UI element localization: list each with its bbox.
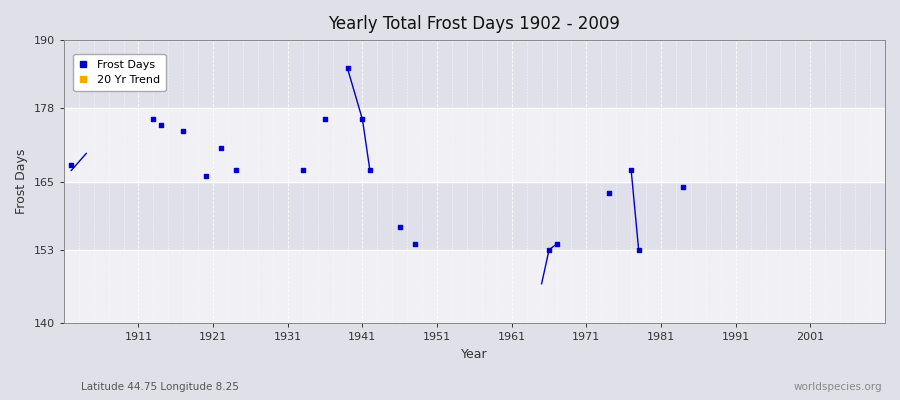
Text: Latitude 44.75 Longitude 8.25: Latitude 44.75 Longitude 8.25 — [81, 382, 239, 392]
Point — [632, 246, 646, 253]
Point — [154, 122, 168, 128]
Point — [549, 241, 563, 247]
Point — [601, 190, 616, 196]
Legend: Frost Days, 20 Yr Trend: Frost Days, 20 Yr Trend — [74, 54, 166, 91]
Bar — [64, 182, 885, 250]
Point — [116, 71, 130, 77]
Point — [676, 184, 690, 191]
Point — [176, 128, 191, 134]
Y-axis label: Frost Days: Frost Days — [15, 149, 28, 214]
Point — [64, 162, 78, 168]
Title: Yearly Total Frost Days 1902 - 2009: Yearly Total Frost Days 1902 - 2009 — [328, 15, 620, 33]
Bar — [64, 250, 885, 324]
Point — [146, 116, 160, 123]
Bar — [64, 40, 885, 108]
Text: worldspecies.org: worldspecies.org — [794, 382, 882, 392]
Point — [392, 224, 407, 230]
Point — [318, 116, 332, 123]
X-axis label: Year: Year — [461, 348, 488, 361]
Point — [624, 167, 638, 174]
Bar — [64, 108, 885, 182]
Point — [356, 116, 370, 123]
Point — [295, 167, 310, 174]
Point — [199, 173, 213, 179]
Point — [213, 144, 228, 151]
Point — [408, 241, 422, 247]
Point — [340, 65, 355, 72]
Point — [363, 167, 377, 174]
Point — [229, 167, 243, 174]
Point — [542, 246, 556, 253]
